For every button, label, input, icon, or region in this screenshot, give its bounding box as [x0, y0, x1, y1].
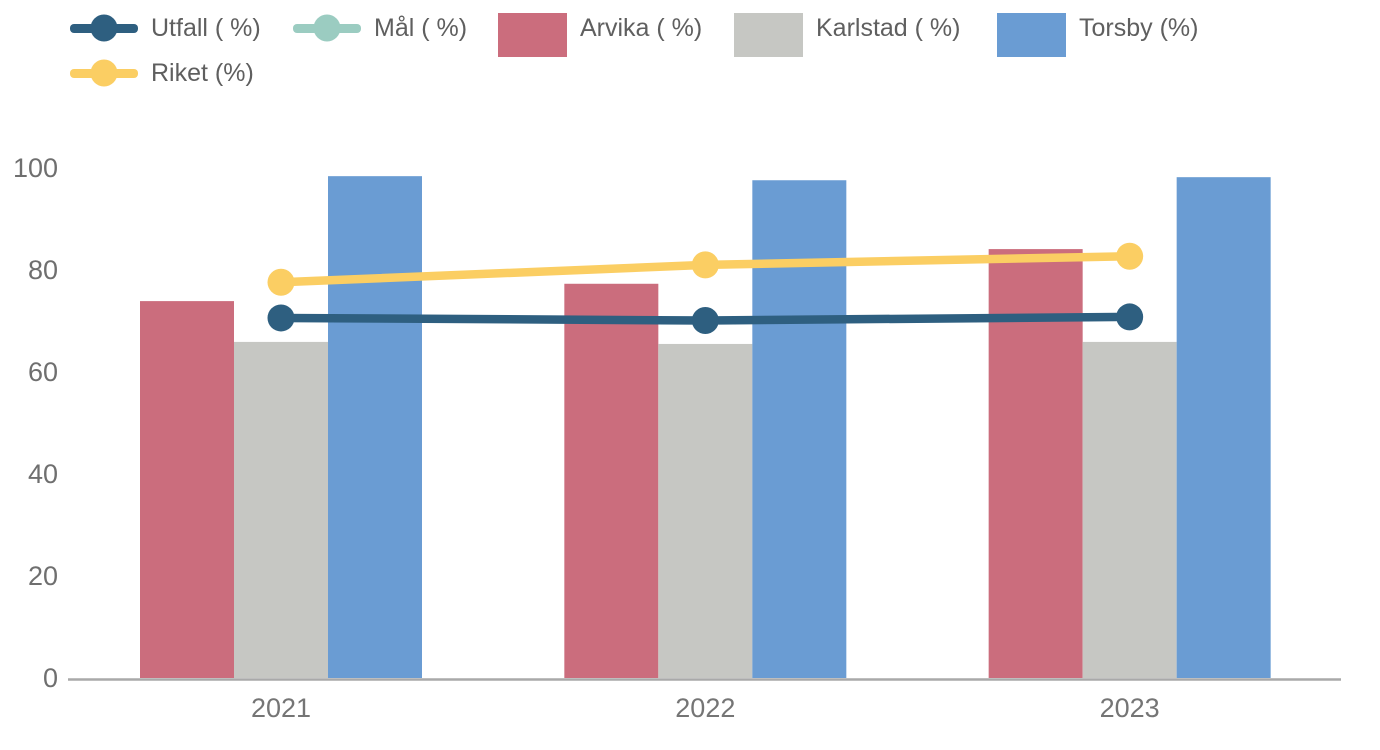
legend-label-karlstad: Karlstad ( %) [816, 13, 961, 42]
x-tick-label: 2023 [1100, 693, 1160, 723]
mal-line-marker-icon [293, 14, 361, 42]
x-tick-label: 2022 [675, 693, 735, 723]
legend-label-mal: Mål ( %) [374, 13, 468, 42]
legend-label-utfall: Utfall ( %) [151, 13, 261, 42]
y-tick-label: 60 [28, 357, 58, 387]
legend-item-utfall[interactable]: Utfall ( %) [70, 6, 261, 50]
bar-karlstad-2021[interactable] [234, 341, 328, 678]
bar-arvika-2021[interactable] [140, 301, 234, 678]
bar-torsby-2021[interactable] [328, 176, 422, 678]
bar-arvika-2022[interactable] [564, 283, 659, 678]
y-tick-label: 80 [28, 255, 58, 285]
karlstad-swatch-icon [734, 13, 803, 57]
y-tick-label: 100 [13, 153, 58, 183]
bar-torsby-2023[interactable] [1176, 177, 1271, 678]
bar-karlstad-2023[interactable] [1082, 341, 1177, 678]
legend-item-karlstad[interactable]: Karlstad ( %) [734, 6, 961, 57]
x-tick-label: 2021 [251, 693, 311, 723]
point-riket-2023[interactable] [1116, 242, 1144, 270]
y-tick-label: 0 [43, 663, 58, 693]
legend-item-mal[interactable]: Mål ( %) [293, 6, 467, 50]
bar-torsby-2022[interactable] [752, 180, 847, 679]
legend-label-torsby: Torsby (%) [1079, 13, 1199, 42]
legend-item-arvika[interactable]: Arvika ( %) [498, 6, 703, 57]
point-utfall-2023[interactable] [1116, 303, 1144, 331]
arvika-swatch-icon [498, 13, 567, 57]
y-tick-label: 20 [28, 561, 58, 591]
legend-label-arvika: Arvika ( %) [580, 13, 703, 42]
legend-item-riket[interactable]: Riket (%) [70, 51, 254, 95]
point-riket-2022[interactable] [691, 251, 719, 279]
point-utfall-2021[interactable] [267, 304, 295, 332]
legend-label-riket: Riket (%) [151, 58, 254, 87]
utfall-line-marker-icon [70, 14, 138, 42]
chart-legend: Utfall ( %) Mål ( %) Arvika ( %) Karlsta… [0, 0, 1380, 100]
bar-karlstad-2022[interactable] [658, 343, 753, 678]
riket-line-marker-icon [70, 59, 138, 87]
legend-item-torsby[interactable]: Torsby (%) [997, 6, 1199, 57]
point-utfall-2022[interactable] [691, 306, 719, 334]
y-tick-label: 40 [28, 459, 58, 489]
torsby-swatch-icon [997, 13, 1066, 57]
point-riket-2021[interactable] [267, 268, 295, 296]
